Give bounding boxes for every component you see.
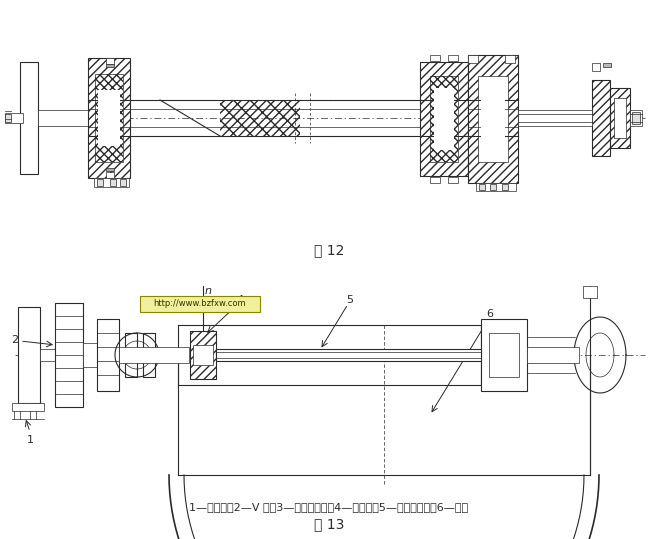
Bar: [38, 110, 88, 126]
Bar: [490, 184, 496, 190]
Text: 6: 6: [486, 309, 494, 319]
Bar: [610, 88, 630, 148]
Bar: [88, 58, 130, 178]
Bar: [110, 179, 116, 186]
Bar: [505, 55, 515, 63]
Bar: [592, 80, 610, 156]
Bar: [489, 333, 519, 377]
Bar: [190, 331, 216, 379]
Bar: [430, 76, 458, 162]
Bar: [614, 98, 626, 138]
Text: n: n: [205, 286, 212, 296]
Text: 4: 4: [236, 295, 243, 305]
Bar: [106, 168, 114, 171]
Bar: [98, 90, 120, 146]
Bar: [97, 179, 103, 186]
Bar: [88, 58, 130, 178]
Text: 1—电动机；2—V 带；3—轮胎联轴器；4—振动器；5—万向联轴器；6—筛面: 1—电动机；2—V 带；3—轮胎联轴器；4—振动器；5—万向联轴器；6—筛面: [190, 502, 468, 512]
Bar: [190, 331, 216, 379]
Text: 图 12: 图 12: [314, 243, 344, 257]
Bar: [5, 113, 23, 123]
Bar: [20, 62, 38, 174]
Bar: [476, 183, 516, 191]
Bar: [430, 177, 440, 183]
Bar: [18, 307, 40, 403]
Bar: [592, 63, 600, 71]
Bar: [468, 55, 518, 183]
Bar: [632, 112, 640, 124]
Bar: [430, 55, 440, 61]
Bar: [140, 296, 260, 312]
Bar: [494, 341, 514, 369]
Bar: [220, 100, 300, 136]
Bar: [478, 76, 508, 162]
Bar: [479, 184, 485, 190]
Bar: [502, 184, 508, 190]
Bar: [216, 349, 481, 361]
Bar: [95, 74, 123, 162]
Bar: [119, 347, 189, 363]
Bar: [420, 62, 468, 176]
Text: 2: 2: [11, 335, 18, 345]
Bar: [97, 319, 119, 391]
Bar: [83, 343, 97, 367]
Bar: [5, 114, 11, 122]
Bar: [430, 76, 458, 162]
Bar: [518, 110, 592, 126]
Bar: [106, 58, 114, 64]
Bar: [193, 345, 213, 365]
Bar: [468, 55, 478, 63]
Bar: [120, 179, 126, 186]
Bar: [106, 172, 114, 178]
Bar: [434, 88, 454, 150]
Text: 5: 5: [347, 295, 353, 305]
Bar: [106, 64, 114, 67]
Bar: [468, 55, 518, 183]
Bar: [448, 177, 458, 183]
Bar: [40, 349, 65, 361]
Bar: [630, 110, 642, 126]
Bar: [583, 286, 597, 298]
Bar: [125, 333, 137, 377]
Bar: [481, 86, 505, 152]
Bar: [603, 63, 611, 67]
Text: 1: 1: [26, 435, 34, 445]
Bar: [55, 303, 83, 407]
Bar: [527, 347, 579, 363]
Bar: [95, 74, 123, 162]
Bar: [420, 62, 468, 176]
Bar: [448, 55, 458, 61]
Bar: [12, 403, 44, 411]
Text: http://www.bzfxw.com: http://www.bzfxw.com: [154, 300, 246, 308]
Text: 图 13: 图 13: [314, 517, 344, 531]
Bar: [610, 88, 630, 148]
Bar: [143, 333, 155, 377]
Bar: [481, 319, 527, 391]
Bar: [592, 80, 610, 156]
Bar: [94, 178, 129, 187]
